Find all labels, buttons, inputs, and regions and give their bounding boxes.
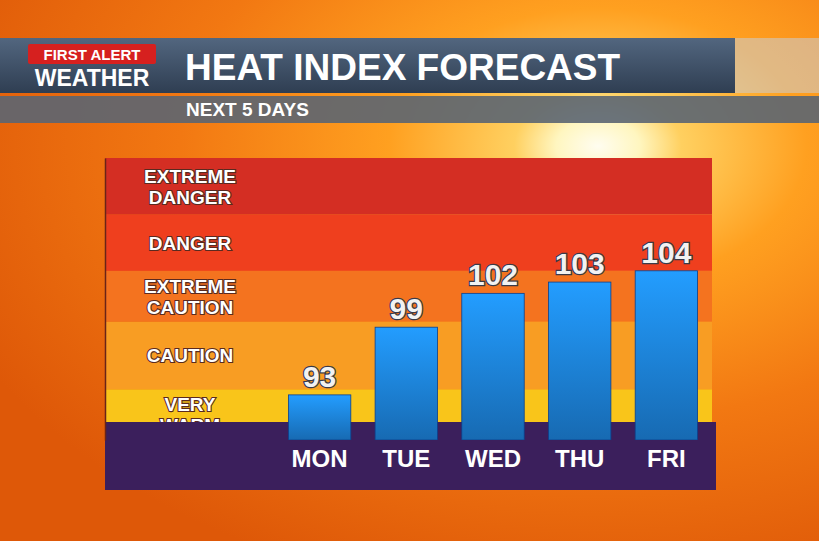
data-label: 104 [641,236,691,269]
bars [288,271,697,440]
x-axis-line [279,440,709,441]
data-label: 99 [390,292,423,325]
title-bar-extension [0,38,819,93]
data-label: 102 [468,258,518,291]
x-tick-label: WED [465,445,521,472]
band [105,214,712,270]
x-tick-label: FRI [647,445,686,472]
logo-box [28,44,156,64]
x-tick: WED [465,440,521,472]
band-label: CAUTION [147,345,234,366]
x-axis: MON TUE WED THU FRI [279,440,709,472]
x-tick-label: TUE [382,445,430,472]
logo-line: WEATHER [35,65,150,91]
band-label: EXTREMECAUTION [144,276,236,318]
bands [105,158,712,440]
x-tick: THU [555,440,604,472]
bar [375,327,437,440]
x-tick: FRI [647,440,686,472]
bar [548,282,610,440]
subtitle-bar [0,96,819,123]
logo-line: FIRST ALERT [44,46,141,63]
title: HEAT INDEX FORECAST [185,47,621,88]
x-tick-label: THU [555,445,604,472]
y-axis [105,159,106,441]
band-label: DANGER [149,233,232,254]
title-bar [0,38,735,93]
bar [288,395,350,440]
band-label: EXTREMEDANGER [144,166,236,208]
bar [462,293,524,440]
data-label: 93 [303,360,336,393]
y-axis-line [105,159,107,441]
data-labels: 93 99 102 103 104 [303,236,692,393]
chart: FIRST ALERT WEATHER HEAT INDEX FORECAST NEX… [0,0,819,541]
data-label: 103 [555,247,605,280]
subtitle: NEXT 5 DAYS [186,99,309,120]
bar [635,271,697,440]
x-tick: TUE [382,440,430,472]
x-tick: MON [292,440,348,472]
band [105,158,712,214]
x-tick-label: MON [292,445,348,472]
background [0,0,819,541]
